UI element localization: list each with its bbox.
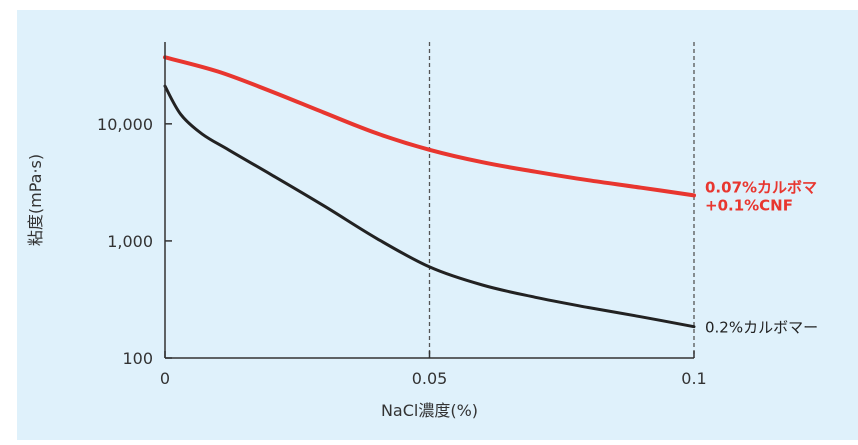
y-tick-label-0: 100 [122,349,153,368]
ticks: 100 1,000 10,000 0 0.05 0.1 [97,115,707,388]
y-axis-title: 粘度(mPa·s) [26,154,45,246]
x-tick-label-0: 0 [160,369,170,388]
series-label-1-0: 0.2%カルボマー [705,319,818,337]
viscosity-chart: 100 1,000 10,000 0 0.05 0.1 0.07%カルボマ+0.1%CNF… [26,42,818,420]
series-line-0 [163,55,696,198]
series-label-0-1: +0.1%CNF [705,196,793,214]
y-tick-label-1: 1,000 [107,232,153,251]
y-tick-label-2: 10,000 [97,115,153,134]
x-tick-label-2: 0.1 [681,369,706,388]
x-tick-label-1: 0.05 [412,369,448,388]
x-axis-title: NaCl濃度(%) [381,401,478,420]
chart-panel: 100 1,000 10,000 0 0.05 0.1 0.07%カルボマ +0.1%CNF… [17,10,858,440]
series-lines [163,55,696,329]
series-label-0-0: 0.07%カルボマ [705,178,817,196]
reference-lines [428,42,695,358]
series-labels: 0.07%カルボマ+0.1%CNF 0.2%カルボマー [705,178,818,336]
series-line-1 [163,84,696,329]
